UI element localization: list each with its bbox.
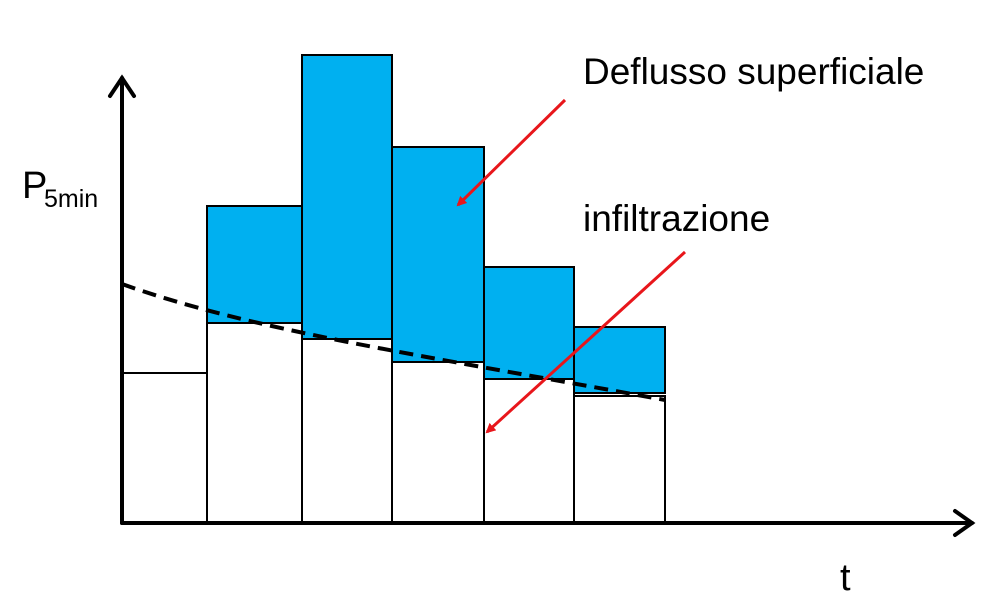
x-axis-label: t — [840, 557, 851, 595]
infiltration-block — [121, 372, 208, 524]
runoff-block — [483, 266, 575, 380]
infiltration-label: infiltrazione — [583, 198, 770, 239]
infiltration-block — [483, 378, 575, 524]
infiltration-block — [391, 361, 485, 524]
y-axis-label: P — [22, 165, 47, 207]
infiltration-block — [301, 338, 393, 524]
y-axis-label-subscript: 5min — [44, 185, 98, 213]
infiltration-arrow — [485, 250, 687, 434]
y-axis-arrow — [108, 74, 136, 98]
runoff-block — [573, 326, 666, 394]
axes — [108, 74, 976, 537]
infiltration-block — [206, 322, 303, 524]
runoff-block — [391, 146, 485, 363]
infiltration-block — [573, 395, 666, 524]
runoff-arrow — [456, 98, 567, 207]
runoff-block — [301, 54, 393, 340]
runoff-block — [206, 205, 303, 324]
x-axis-arrow — [953, 509, 976, 537]
runoff-label: Deflusso superficiale — [583, 51, 924, 92]
